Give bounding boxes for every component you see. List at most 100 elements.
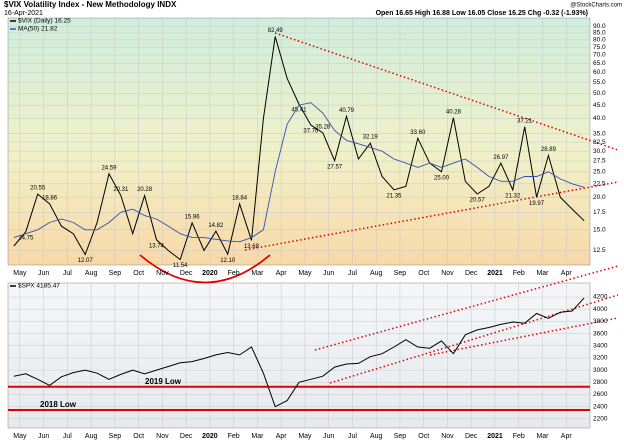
reference-label: 2018 Low (40, 400, 77, 409)
y-tick-label: 75.0 (593, 44, 606, 51)
x-tick-label: Jul (348, 433, 357, 440)
x-tick-label: Oct (418, 433, 429, 440)
x-tick-label: Dec (465, 433, 478, 440)
value-label: 20.28 (137, 187, 153, 193)
value-label: 21.35 (387, 193, 403, 199)
y-tick-label: 3000 (593, 367, 608, 374)
y-tick-label: 55.0 (593, 79, 606, 86)
value-label: 20.55 (30, 186, 46, 192)
y-tick-label: 60.0 (593, 69, 606, 76)
x-tick-label: Sep (394, 433, 407, 440)
value-label: 40.79 (339, 108, 355, 114)
value-label: 28.89 (541, 147, 557, 153)
x-tick-label: Sep (109, 270, 122, 277)
x-tick-label: 2020 (202, 270, 218, 277)
x-tick-label: Jun (323, 270, 334, 277)
value-label: 14.82 (208, 223, 224, 229)
x-tick-label: Nov (156, 270, 169, 277)
x-tick-label: Feb (228, 270, 240, 277)
x-tick-label: Jun (38, 433, 49, 440)
value-label: 27.57 (327, 164, 343, 170)
x-tick-label: Aug (370, 433, 383, 440)
trend-line (314, 265, 619, 351)
trend-line (274, 32, 619, 151)
y-tick-label: 2400 (593, 403, 608, 410)
x-tick-label: Jul (63, 433, 72, 440)
y-tick-label: 50.0 (593, 90, 606, 97)
y-tick-label: 12.5 (593, 247, 606, 254)
x-tick-label: Jun (323, 433, 334, 440)
x-tick-label: Dec (180, 433, 193, 440)
x-tick-label: Nov (441, 270, 454, 277)
x-tick-label: Aug (370, 270, 383, 277)
x-tick-label: Apr (276, 433, 288, 440)
x-tick-label: Mar (536, 270, 549, 277)
y-tick-label: 90.0 (593, 23, 606, 30)
y-tick-label: 80.0 (593, 37, 606, 44)
y-tick-label: 15.0 (593, 227, 606, 234)
series-line (13, 297, 585, 408)
value-label: 20.31 (113, 187, 129, 193)
y-tick-label: 17.5 (593, 209, 606, 216)
x-tick-label: Jul (63, 270, 72, 277)
y-tick-label: 40.0 (593, 115, 606, 122)
y-tick-label: 35.0 (593, 130, 606, 137)
y-tick-label: 2800 (593, 379, 608, 386)
x-tick-label: May (298, 433, 312, 440)
x-tick-label: Dec (180, 270, 193, 277)
y-tick-label: 65.0 (593, 60, 606, 67)
x-tick-label: 2020 (202, 433, 218, 440)
x-tick-label: Mar (251, 433, 264, 440)
y-tick-label: 27.5 (593, 158, 606, 165)
date: 16-Apr-2021 (4, 10, 43, 17)
y-tick-label: 2200 (593, 416, 608, 423)
series-line (13, 36, 585, 261)
trend-arc (139, 254, 271, 284)
value-label: 82.49 (268, 28, 284, 34)
y-tick-label: 32.5 (593, 139, 606, 146)
legend-label: MA(50) 21.82 (18, 26, 58, 33)
value-label: 37.76 (303, 129, 319, 135)
y-tick-label: 4200 (593, 294, 608, 301)
x-tick-label: Sep (109, 433, 122, 440)
series-line (13, 102, 585, 243)
value-label: 13.74 (149, 243, 165, 249)
x-tick-label: 2021 (487, 270, 503, 277)
value-label: 37.21 (517, 118, 533, 124)
x-tick-label: Aug (85, 270, 98, 277)
chart-title: $VIX Volatility Index - New Methodology … (4, 0, 177, 9)
value-label: 13.68 (244, 244, 260, 250)
value-label: 32.19 (363, 135, 379, 141)
value-label: 14.75 (18, 235, 34, 241)
x-tick-label: Aug (85, 433, 98, 440)
y-tick-label: 20.0 (593, 194, 606, 201)
value-label: 11.54 (173, 263, 188, 269)
x-tick-label: Feb (513, 433, 525, 440)
value-label: 45.41 (291, 108, 307, 114)
y-tick-label: 3200 (593, 355, 608, 362)
value-label: 20.57 (470, 198, 486, 204)
quote: Open 16.65 High 16.88 Low 16.05 Close 16… (376, 10, 588, 17)
x-tick-label: May (298, 270, 312, 277)
y-tick-label: 45.0 (593, 102, 606, 109)
x-tick-label: Nov (441, 433, 454, 440)
x-tick-label: Apr (561, 270, 573, 277)
x-tick-label: Apr (276, 270, 288, 277)
x-tick-label: May (13, 270, 27, 277)
value-label: 12.07 (78, 258, 94, 264)
value-label: 19.97 (529, 201, 545, 207)
y-tick-label: 3600 (593, 330, 608, 337)
x-tick-label: Sep (394, 270, 407, 277)
legend-label: $VIX (Daily) 16.25 (18, 18, 71, 25)
y-tick-label: 85.0 (593, 30, 606, 37)
x-tick-label: Mar (251, 270, 264, 277)
bottom-panel (7, 282, 591, 429)
top-panel (7, 17, 591, 266)
y-tick-label: 2600 (593, 391, 608, 398)
x-tick-label: 2021 (487, 433, 503, 440)
x-tick-label: Nov (156, 433, 169, 440)
x-tick-label: Jul (348, 270, 357, 277)
y-tick-label: 3800 (593, 318, 608, 325)
value-label: 24.59 (101, 165, 117, 171)
